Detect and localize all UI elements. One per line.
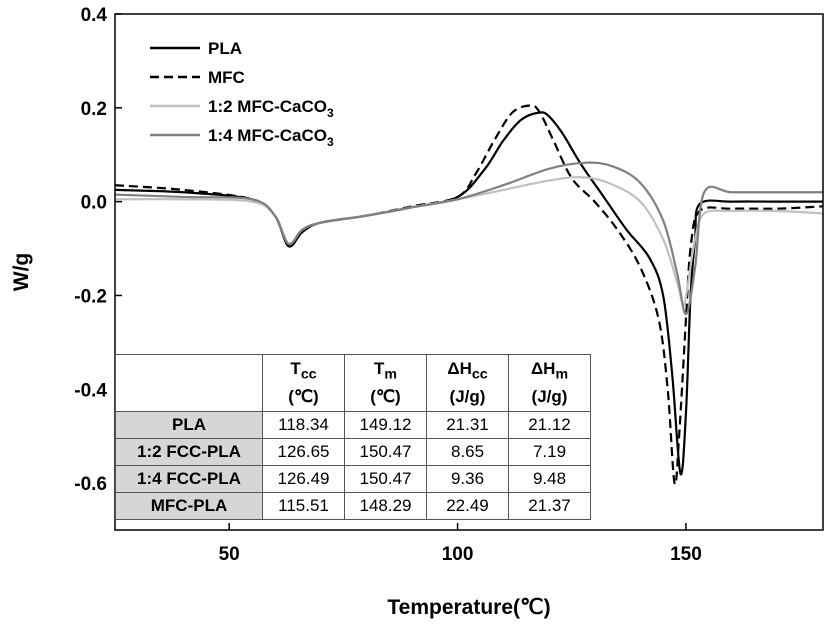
plot-frame [114,13,824,531]
table-cell: 150.47 [344,465,427,493]
x-tick-label: 150 [670,544,702,565]
table-row: 1:4 FCC-PLA 126.49 150.47 9.36 9.48 [115,465,591,493]
table-cell: 21.37 [508,492,591,520]
table-cell: 8.65 [426,438,509,466]
table-cell: 148.29 [344,492,427,520]
header-tcc: Tcc (℃) [262,354,345,412]
table-cell: 149.12 [344,411,427,439]
table-cell: 115.51 [262,492,345,520]
row-label: MFC-PLA [115,492,263,520]
row-label: 1:2 FCC-PLA [115,438,263,466]
row-label: 1:4 FCC-PLA [115,465,263,493]
table-cell: 150.47 [344,438,427,466]
table-cell: 21.31 [426,411,509,439]
y-tick-label: -0.4 [74,380,107,401]
table-cell: 9.48 [508,465,591,493]
tick-layer: 50 100 150 0.4 0.2 0.0 -0.2 -0.4 -0.6 [74,5,702,565]
table-cell: 9.36 [426,465,509,493]
table-header-row: Tcc (℃) Tm (℃) ΔHcc (J/g) ΔHm (J/g) [115,354,591,412]
legend-label: 1:2 MFC-CaCO3 [208,97,334,120]
y-tick-label: -0.6 [74,474,107,495]
header-dhcc: ΔHcc (J/g) [426,354,509,412]
y-tick-label: 0.0 [81,193,107,214]
table-cell: 126.49 [262,465,345,493]
header-tm: Tm (℃) [344,354,427,412]
table-cell: 22.49 [426,492,509,520]
table-corner-cell [115,354,263,412]
table-cell: 21.12 [508,411,591,439]
x-tick-label: 50 [219,544,240,565]
table-row: 1:2 FCC-PLA 126.65 150.47 8.65 7.19 [115,438,591,466]
table-cell: 118.34 [262,411,345,439]
table-cell: 126.65 [262,438,345,466]
y-tick-label: -0.2 [74,286,107,307]
y-tick-label: 0.2 [81,99,107,120]
x-tick-label: 100 [442,544,474,565]
legend: PLA MFC 1:2 MFC-CaCO3 1:4 MFC-CaCO3 [150,39,334,149]
y-axis-title: W/g [10,253,33,291]
header-dhm: ΔHm (J/g) [508,354,591,412]
series-line-4 [114,161,823,316]
legend-label: PLA [208,39,242,58]
x-axis-title: Temperature(℃) [387,596,550,619]
y-tick-label: 0.4 [81,5,108,26]
legend-label: MFC [208,68,245,87]
series-layer [114,104,824,486]
table-row: MFC-PLA 115.51 148.29 22.49 21.37 [115,492,591,520]
table-cell: 7.19 [508,438,591,466]
thermal-properties-table: Tcc (℃) Tm (℃) ΔHcc (J/g) ΔHm (J/g) PLA 118.… [115,354,591,520]
table-row: PLA 118.34 149.12 21.31 21.12 [115,411,591,439]
row-label: PLA [115,411,263,439]
legend-label: 1:4 MFC-CaCO3 [208,126,334,149]
